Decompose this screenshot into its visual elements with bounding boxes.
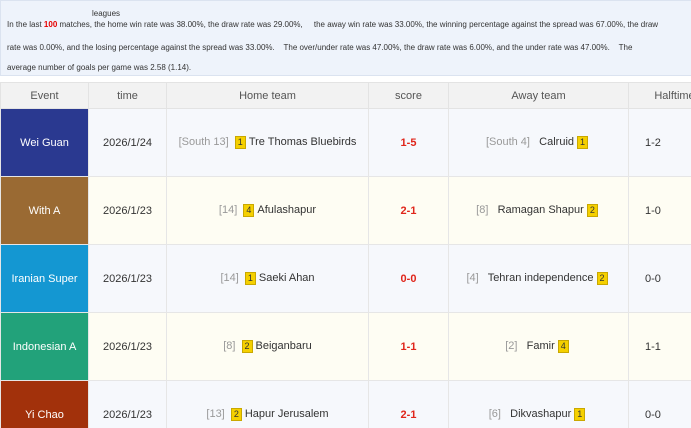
away-team-cell: [8] Ramagan Shapur 2 xyxy=(448,176,629,245)
home-badge: 1 xyxy=(244,272,256,285)
column-header: Event xyxy=(0,82,89,109)
match-row: With A 2026/1/23 [14] 4 Afulashapur 2-1 [8] R… xyxy=(0,176,691,245)
away-team: Ramagan Shapur xyxy=(497,204,584,216)
away-team: Calruid xyxy=(539,136,575,148)
table-body: Wei Guan 2026/1/24 [South 13] 1 Tre Thomas … xyxy=(0,108,691,428)
summary-line: average number of goals per game was 2.5… xyxy=(7,63,192,72)
away-rank: [8] xyxy=(476,204,489,216)
home-team-cell: [13] 2 Hapur Jerusalem xyxy=(166,380,369,428)
home-team-cell: [8] 2 Beiganbaru xyxy=(166,312,369,381)
home-rank: [13] xyxy=(206,408,225,420)
away-team-cell: [6] Dikvashapur 1 xyxy=(448,380,629,428)
event-cell: Indonesian A xyxy=(0,312,89,381)
match-table: Event time Home team score Away team Halftime… xyxy=(0,82,691,428)
away-rank: [4] xyxy=(466,272,479,284)
home-rank: [8] xyxy=(223,340,236,352)
match-time: 2026/1/23 xyxy=(88,380,167,428)
home-badge: 2 xyxy=(241,340,253,353)
home-team-cell: [South 13] 1 Tre Thomas Bluebirds xyxy=(166,108,369,177)
away-badge: 2 xyxy=(596,272,608,285)
away-rank: [6] xyxy=(488,408,501,420)
score: 2-1 xyxy=(368,176,449,245)
home-rank: [14] xyxy=(218,204,238,216)
header-row: Event time Home team score Away team Halftime xyxy=(0,82,691,109)
home-badge: 1 xyxy=(234,136,246,149)
column-header: Home team xyxy=(166,82,369,109)
halftime: 1-0 xyxy=(628,176,691,245)
summary-heading: leagues xyxy=(92,9,121,18)
match-row: Yi Chao 2026/1/23 [13] 2 Hapur Jerusalem 2-1… xyxy=(0,380,691,428)
home-team-cell: [14] 4 Afulashapur xyxy=(166,176,369,245)
match-time: 2026/1/23 xyxy=(88,176,167,245)
halftime: 1-1 xyxy=(628,312,691,381)
score: 1-1 xyxy=(368,312,449,381)
match-time: 2026/1/23 xyxy=(88,312,167,381)
home-team-cell: [14] 1 Saeki Ahan xyxy=(166,244,369,313)
away-badge: 2 xyxy=(586,204,598,217)
match-row: Indonesian A 2026/1/23 [8] 2 Beiganbaru 1-1[… xyxy=(0,312,691,381)
home-team: Hapur Jerusalem xyxy=(244,408,329,420)
home-team: Afulashapur xyxy=(257,204,317,216)
score: 2-1 xyxy=(368,380,449,428)
match-time: 2026/1/23 xyxy=(88,244,167,313)
column-header: time xyxy=(88,82,167,109)
halftime: 0-0 xyxy=(628,244,691,313)
column-header: score xyxy=(368,82,449,109)
summary-line: rate was 0.00%, and the losing percentag… xyxy=(7,43,633,52)
home-team: Saeki Ahan xyxy=(258,272,315,284)
match-row: Wei Guan 2026/1/24 [South 13] 1 Tre Thomas … xyxy=(0,108,691,177)
away-team-cell: [South 4] Calruid 1 xyxy=(448,108,629,177)
away-team-cell: [2] Famir 4 xyxy=(448,312,629,381)
away-rank: [2] xyxy=(505,340,518,352)
column-header: Halftime xyxy=(628,82,691,109)
match-count: 100 xyxy=(43,20,58,29)
halftime: 0-0 xyxy=(628,380,691,428)
event-cell: Wei Guan xyxy=(0,108,89,177)
column-header: Away team xyxy=(448,82,629,109)
event-cell: Iranian Super xyxy=(0,244,89,313)
home-team: Tre Thomas Bluebirds xyxy=(248,136,357,148)
away-team-cell: [4] Tehran independence 2 xyxy=(448,244,629,313)
home-badge: 4 xyxy=(243,204,255,217)
summary-text: In the last xyxy=(7,20,42,29)
away-team: Tehran independence xyxy=(487,272,594,284)
summary-box: leagues In the last 100 matches, the hom… xyxy=(0,0,691,76)
away-badge: 1 xyxy=(577,136,589,149)
away-rank: [South 4] xyxy=(485,136,530,148)
score: 0-0 xyxy=(368,244,449,313)
away-badge: 1 xyxy=(574,408,586,421)
summary-text: matches, the home win rate was 38.00%, t… xyxy=(59,20,659,29)
halftime: 1-2 xyxy=(628,108,691,177)
home-rank: [South 13] xyxy=(178,136,229,148)
home-badge: 2 xyxy=(230,408,242,421)
home-team: Beiganbaru xyxy=(255,340,312,352)
away-team: Famir xyxy=(526,340,555,352)
event-cell: With A xyxy=(0,176,89,245)
home-rank: [14] xyxy=(220,272,239,284)
match-row: Iranian Super 2026/1/23 [14] 1 Saeki Ahan 0-… xyxy=(0,244,691,313)
summary-line: In the last 100 matches, the home win ra… xyxy=(7,20,658,29)
away-team: Dikvashapur xyxy=(510,408,572,420)
event-cell: Yi Chao xyxy=(0,380,89,428)
score: 1-5 xyxy=(368,108,449,177)
match-time: 2026/1/24 xyxy=(88,108,167,177)
away-badge: 4 xyxy=(557,340,569,353)
